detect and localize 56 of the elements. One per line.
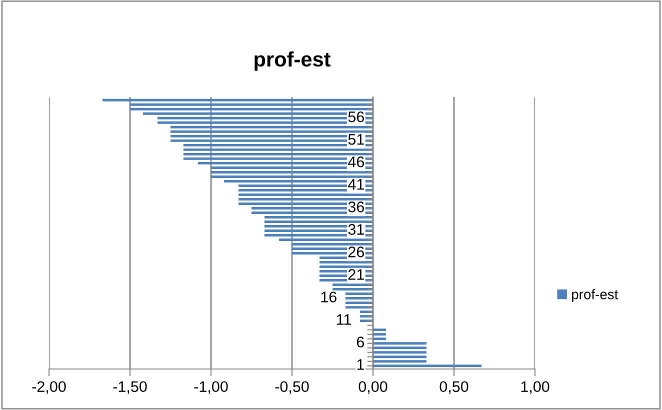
bar xyxy=(345,302,373,304)
x-tick-label: -1,00 xyxy=(194,381,228,394)
bar xyxy=(183,148,373,151)
x-tick-label: -1,50 xyxy=(113,381,147,394)
bar xyxy=(264,216,373,218)
bar xyxy=(238,198,373,200)
x-tick-label: -0,50 xyxy=(275,381,309,394)
bar xyxy=(279,238,373,241)
bar xyxy=(373,346,426,350)
bar xyxy=(211,170,373,174)
bar xyxy=(373,342,426,345)
y-tick-label: 56 xyxy=(348,111,364,122)
bar xyxy=(264,220,373,223)
y-tick-label: 46 xyxy=(348,156,364,168)
bar xyxy=(373,333,386,336)
y-tick-label: 11 xyxy=(337,314,351,325)
bar xyxy=(292,243,373,246)
y-tick-label: 16 xyxy=(321,292,336,302)
bar xyxy=(320,261,373,264)
bar xyxy=(345,297,373,300)
bar xyxy=(373,360,426,363)
x-tick-label: 0,00 xyxy=(358,381,388,394)
y-tick-label: 31 xyxy=(348,224,364,235)
bar xyxy=(373,328,386,332)
bar xyxy=(332,284,373,286)
bar xyxy=(102,98,373,102)
bar xyxy=(183,152,373,156)
bar xyxy=(158,121,373,124)
y-tick-label: 21 xyxy=(348,269,364,280)
y-tick-label: 26 xyxy=(348,246,364,258)
y-tick-label: 6 xyxy=(356,336,364,348)
bar xyxy=(170,126,373,128)
bar xyxy=(130,108,373,110)
bar xyxy=(211,166,373,169)
x-tick-label: 0,50 xyxy=(440,381,468,394)
y-tick-label: 36 xyxy=(348,202,364,212)
bar xyxy=(345,292,373,296)
y-tick-label: 51 xyxy=(348,134,364,145)
bar xyxy=(170,130,373,133)
bar xyxy=(183,144,373,146)
bar xyxy=(320,266,373,268)
y-tick-label: 41 xyxy=(348,179,364,190)
bar xyxy=(373,338,386,340)
bar xyxy=(332,288,373,291)
bar xyxy=(373,356,426,358)
bar xyxy=(130,103,373,106)
y-tick-label: 1 xyxy=(357,359,364,370)
legend-label: prof-est xyxy=(572,289,618,302)
chart-title: prof-est xyxy=(254,51,331,71)
bar xyxy=(238,193,373,196)
x-tick-label: 1,00 xyxy=(521,381,550,394)
bar xyxy=(373,351,426,354)
x-tick-label: -2,00 xyxy=(32,381,66,394)
bar xyxy=(211,175,373,178)
bar xyxy=(345,306,373,309)
bar xyxy=(373,364,482,368)
